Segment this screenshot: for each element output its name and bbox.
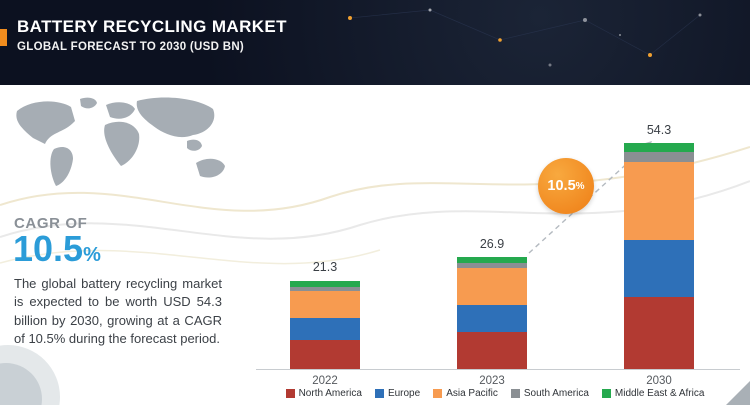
page-subtitle: GLOBAL FORECAST TO 2030 (USD BN) <box>17 41 245 53</box>
x-tick-2030: 2030 <box>646 375 672 387</box>
bar-segment-south-america-2030 <box>624 152 694 163</box>
bar-segment-north-america-2023 <box>457 332 527 369</box>
legend-label-middle-east-africa: Middle East & Africa <box>614 388 705 399</box>
bar-segment-north-america-2022 <box>290 339 360 369</box>
legend-swatch-asia-pacific <box>433 389 443 398</box>
stacked-bar-chart: 21.3 2022 26.9 2023 54.3 2030 10.5% North Ame… <box>240 85 750 405</box>
bar-segment-asia-pacific-2030 <box>624 162 694 240</box>
x-axis-line <box>256 369 740 370</box>
bar-segment-middle-east-africa-2023 <box>457 257 527 264</box>
legend-label-asia-pacific: Asia Pacific <box>446 388 498 399</box>
total-label-2022: 21.3 <box>312 260 338 275</box>
cagr-value: 10.5% <box>13 231 101 267</box>
stacked-bar-2030 <box>624 143 694 369</box>
cagr-number: 10.5 <box>13 228 84 269</box>
page-title: BATTERY RECYCLING MARKET <box>17 17 287 36</box>
legend-swatch-europe <box>374 389 384 398</box>
bar-segment-asia-pacific-2022 <box>290 290 360 318</box>
x-tick-2023: 2023 <box>479 375 505 387</box>
bar-segment-middle-east-africa-2022 <box>290 280 360 287</box>
legend-label-north-america: North America <box>298 388 362 399</box>
bar-segment-south-america-2023 <box>457 263 527 268</box>
legend-item-europe: Europe <box>374 388 421 399</box>
bar-segment-north-america-2030 <box>624 297 694 369</box>
legend-item-asia-pacific: Asia Pacific <box>433 388 498 399</box>
cagr-badge: 10.5% <box>538 158 594 214</box>
total-label-2023: 26.9 <box>479 237 505 252</box>
orange-accent-bar <box>0 29 7 46</box>
legend-item-north-america: North America <box>285 388 362 399</box>
stacked-bar-2023 <box>457 257 527 369</box>
x-tick-2022: 2022 <box>312 375 338 387</box>
cagr-percent-sign: % <box>83 244 101 266</box>
legend-label-south-america: South America <box>523 388 589 399</box>
badge-number: 10.5 <box>547 178 576 194</box>
corner-decoration-right <box>726 381 750 405</box>
bar-segment-europe-2030 <box>624 240 694 297</box>
legend-swatch-north-america <box>285 389 295 398</box>
legend-label-europe: Europe <box>387 388 421 399</box>
legend-swatch-middle-east-africa <box>601 389 611 398</box>
bar-segment-europe-2023 <box>457 305 527 332</box>
bar-segment-asia-pacific-2023 <box>457 268 527 305</box>
total-label-2030: 54.3 <box>646 123 672 138</box>
bar-segment-south-america-2022 <box>290 286 360 291</box>
legend-item-south-america: South America <box>510 388 589 399</box>
header-banner: BATTERY RECYCLING MARKET GLOBAL FORECAST… <box>0 0 750 85</box>
market-description: The global battery recycling market is e… <box>14 276 222 347</box>
badge-percent-sign: % <box>575 180 585 192</box>
stacked-bar-2022 <box>290 280 360 369</box>
legend-item-middle-east-africa: Middle East & Africa <box>601 388 705 399</box>
chart-legend: North America Europe Asia Pacific South Ame… <box>240 388 750 399</box>
bar-segment-middle-east-africa-2030 <box>624 143 694 153</box>
bar-segment-europe-2022 <box>290 317 360 340</box>
legend-swatch-south-america <box>510 389 520 398</box>
world-map <box>16 97 225 186</box>
